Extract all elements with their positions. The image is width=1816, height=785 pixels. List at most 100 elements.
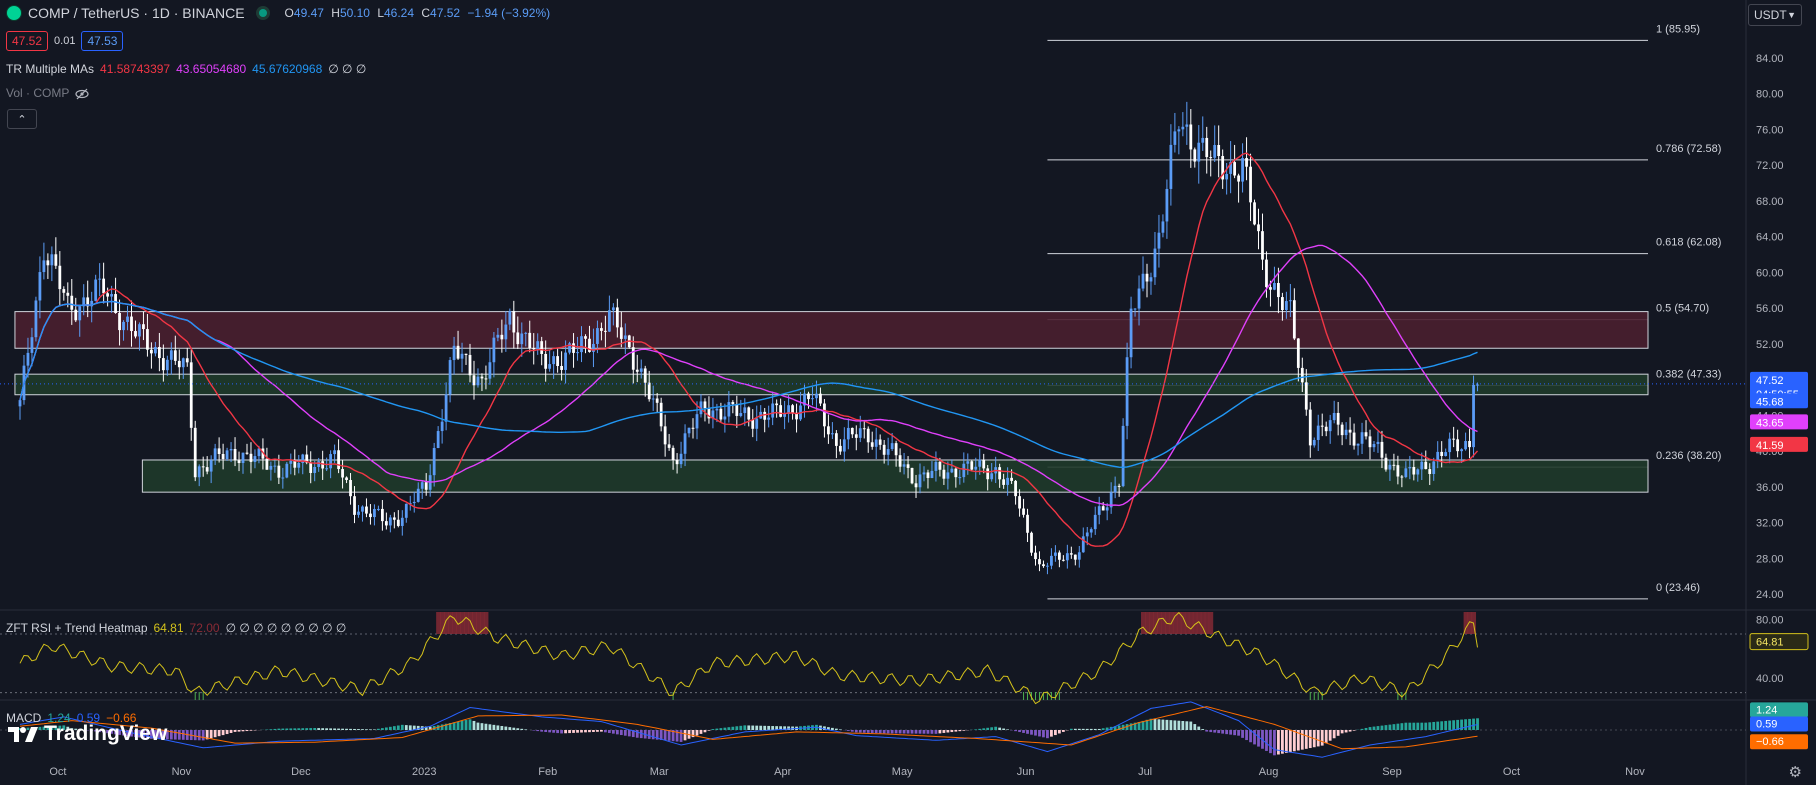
macd-histogram-bar (675, 730, 679, 742)
macd-histogram-bar (1113, 726, 1117, 730)
price-axis-badge-label: 45.68 (1756, 396, 1784, 408)
currency-selector[interactable]: USDT ▼ (1748, 4, 1802, 26)
candle-body (62, 289, 66, 293)
candle-body (858, 428, 862, 438)
candle-body (452, 345, 456, 361)
tradingview-logo[interactable]: TradingView (8, 722, 167, 746)
ma-fast-line (19, 152, 1479, 547)
candle-body (1424, 461, 1428, 470)
macd-histogram-bar (858, 730, 862, 733)
fib-level-label: 0.382 (47.33) (1656, 369, 1721, 381)
macd-histogram-bar (715, 728, 719, 730)
candle-body (600, 328, 603, 331)
macd-histogram-bar (604, 730, 607, 733)
macd-histogram-bar (755, 725, 759, 730)
candle-body (1069, 553, 1073, 555)
rsi-heat-cell (1141, 612, 1146, 634)
candle-body (157, 347, 161, 359)
ma-legend[interactable]: TR Multiple MAs 41.58743397 43.65054680 … (6, 62, 366, 76)
candle-body (1153, 248, 1157, 278)
collapse-legend-button[interactable]: ⌃ (7, 109, 37, 129)
candle-body (898, 455, 902, 467)
gear-icon[interactable]: ⚙ (1788, 764, 1802, 781)
macd-histogram-bar (1420, 722, 1424, 730)
candle-body (146, 329, 149, 350)
symbol-title[interactable]: COMP / TetherUS · 1D · BINANCE (28, 5, 245, 21)
candle-body (978, 459, 982, 467)
candle-body (1189, 124, 1193, 150)
macd-histogram-bar (341, 728, 344, 730)
high-value: 50.10 (339, 6, 370, 20)
candle-body (568, 343, 571, 353)
macd-histogram-bar (516, 728, 520, 730)
candle-body (1161, 221, 1165, 233)
candle-body (528, 332, 532, 349)
candle-body (1081, 536, 1085, 553)
macd-legend[interactable]: MACD 1.24 0.59 −0.66 (6, 711, 136, 725)
macd-histogram-bar (611, 730, 615, 734)
bid-ask-row: 47.52 0.01 47.53 (6, 31, 124, 51)
macd-histogram-bar (297, 728, 301, 730)
macd-histogram-bar (472, 720, 476, 730)
candle-body (564, 352, 567, 370)
chevron-up-icon: ⌃ (17, 113, 27, 126)
candle-body (1173, 131, 1177, 145)
candle-body (1213, 145, 1217, 158)
macd-histogram-bar (1054, 730, 1057, 736)
chevron-down-icon: ▼ (1787, 10, 1796, 20)
candle-body (420, 482, 424, 489)
macd-histogram-bar (564, 730, 567, 734)
buy-price-button[interactable]: 47.53 (81, 31, 124, 51)
volume-indicator-name[interactable]: Vol · COMP (6, 86, 70, 100)
volume-legend[interactable]: Vol · COMP (6, 86, 89, 100)
macd-indicator-name[interactable]: MACD (6, 711, 42, 725)
candle-body (90, 300, 94, 307)
candle-body (1193, 149, 1197, 162)
candle-body (42, 260, 46, 273)
candle-body (1233, 162, 1237, 176)
macd-histogram-bar (1400, 723, 1404, 730)
candle-body (838, 445, 842, 452)
candle-body (695, 414, 699, 429)
macd-histogram-bar (209, 730, 213, 739)
candle-body (723, 416, 727, 420)
macd-histogram-bar (719, 728, 723, 730)
macd-histogram-bar (906, 730, 910, 734)
macd-histogram-bar (1002, 728, 1006, 730)
macd-histogram-bar (1137, 721, 1141, 730)
candle-body (584, 336, 587, 339)
macd-histogram-bar (886, 730, 890, 734)
candle-body (1316, 425, 1320, 440)
candle-body (1296, 338, 1300, 368)
macd-histogram-bar (759, 725, 763, 730)
macd-histogram-bar (1464, 719, 1467, 730)
macd-histogram-bar (902, 730, 906, 734)
sell-price-button[interactable]: 47.52 (6, 31, 49, 51)
candle-body (552, 356, 556, 365)
macd-histogram-bar (894, 730, 898, 734)
candle-body (26, 352, 30, 366)
candle-body (1404, 468, 1408, 478)
macd-histogram-bar (1412, 722, 1416, 730)
macd-histogram-bar (671, 730, 675, 742)
candle-body (604, 330, 607, 332)
rsi-legend[interactable]: ZFT RSI + Trend Heatmap 64.81 72.00 ∅ ∅ … (6, 621, 346, 635)
candle-body (763, 411, 767, 420)
macd-value: 1.24 (47, 711, 71, 725)
candle-body (715, 408, 719, 411)
macd-histogram-bar (827, 727, 830, 730)
rsi-indicator-name[interactable]: ZFT RSI + Trend Heatmap (6, 621, 148, 635)
candle-body (122, 321, 125, 331)
macd-histogram-bar (98, 730, 102, 733)
macd-histogram-bar (102, 730, 106, 733)
macd-histogram-bar (496, 725, 500, 730)
macd-histogram-bar (631, 730, 635, 738)
ma-indicator-name[interactable]: TR Multiple MAs (6, 62, 95, 76)
candle-body (671, 447, 675, 461)
macd-histogram-bar (735, 726, 739, 730)
eye-hidden-icon[interactable] (75, 88, 89, 100)
macd-histogram-bar (74, 728, 78, 730)
candle-body (572, 343, 575, 353)
candle-body (1241, 158, 1244, 182)
